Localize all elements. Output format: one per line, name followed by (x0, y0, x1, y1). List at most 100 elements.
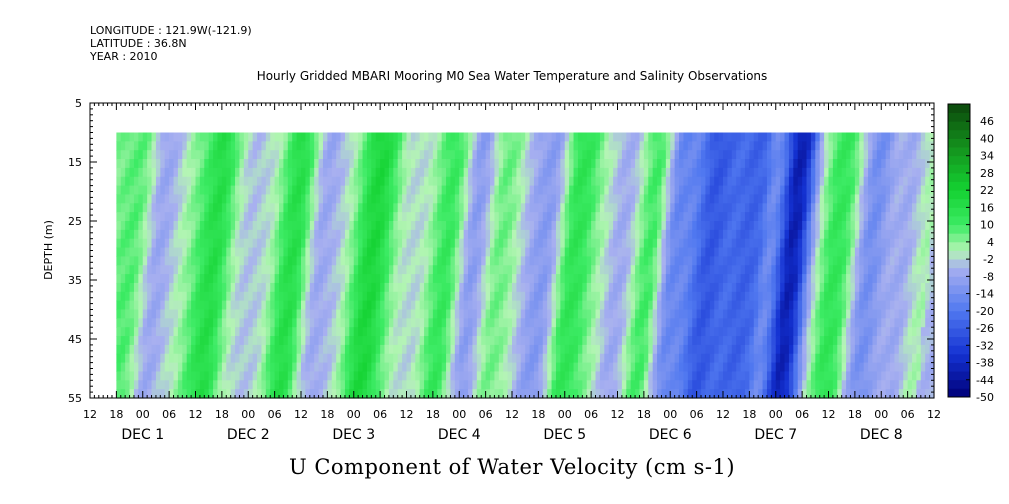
heatmap-cell (424, 247, 430, 257)
heatmap-cell (797, 344, 803, 355)
heatmap-cell (301, 291, 306, 302)
heatmap-cell (538, 353, 544, 364)
heatmap-cell (133, 344, 139, 355)
heatmap-cell (687, 389, 693, 399)
heatmap-cell (410, 194, 416, 204)
heatmap-cell (362, 167, 368, 178)
heatmap-cell (701, 221, 707, 231)
heatmap-cell (802, 176, 808, 187)
heatmap-cell (195, 327, 201, 337)
heatmap-cell (657, 132, 663, 142)
heatmap-cell (630, 229, 636, 240)
heatmap-cell (230, 238, 236, 249)
heatmap-cell (120, 291, 126, 302)
heatmap-cell (665, 167, 671, 178)
heatmap-cell (766, 336, 772, 346)
heatmap-cell (766, 344, 772, 355)
heatmap-cell (155, 247, 161, 257)
heatmap-cell (331, 229, 337, 240)
heatmap-cell (305, 380, 311, 390)
heatmap-cell (498, 247, 504, 257)
heatmap-cell (832, 344, 838, 355)
heatmap-cell (687, 212, 693, 222)
heatmap-cell (177, 212, 183, 222)
heatmap-cell (687, 247, 693, 257)
heatmap-cell (116, 141, 122, 151)
heatmap-cell (577, 229, 583, 240)
heatmap-cell (371, 203, 377, 213)
heatmap-cell (762, 291, 768, 302)
heatmap-cell (586, 141, 592, 151)
heatmap-cell (252, 256, 258, 266)
heatmap-cell (533, 167, 539, 178)
heatmap-cell (481, 212, 487, 222)
heatmap-cell (296, 203, 302, 213)
heatmap-cell (780, 150, 786, 160)
heatmap-cell (344, 362, 350, 373)
heatmap-cell (736, 336, 742, 346)
heatmap-cell (371, 380, 377, 390)
heatmap-cell (533, 185, 539, 196)
heatmap-cell (366, 247, 372, 257)
year-label: YEAR : 2010 (90, 50, 158, 63)
heatmap-cell (327, 274, 333, 284)
heatmap-cell (613, 141, 619, 151)
heatmap-cell (243, 247, 249, 257)
heatmap-cell (512, 336, 517, 346)
heatmap-cell (481, 221, 487, 231)
heatmap-cell (274, 159, 280, 169)
heatmap-cell (472, 265, 478, 275)
heatmap-cell (331, 238, 337, 249)
heatmap-cell (727, 141, 733, 151)
heatmap-cell (472, 282, 478, 293)
heatmap-cell (366, 256, 372, 266)
heatmap-cell (129, 282, 135, 293)
heatmap-cell (701, 203, 707, 213)
heatmap-cell (437, 371, 443, 381)
heatmap-cell (261, 256, 267, 266)
heatmap-cell (388, 344, 394, 355)
heatmap-cell (261, 344, 267, 355)
heatmap-cell (142, 282, 148, 293)
heatmap-cell (199, 167, 205, 178)
heatmap-cell (155, 274, 161, 284)
heatmap-cell (283, 185, 289, 196)
heatmap-cell (784, 265, 790, 275)
heatmap-cell (652, 203, 658, 213)
heatmap-cell (402, 327, 408, 337)
heatmap-cell (569, 150, 575, 160)
heatmap-cell (314, 274, 320, 284)
heatmap-cell (138, 256, 144, 266)
heatmap-cell (147, 159, 153, 169)
heatmap-cell (358, 132, 364, 142)
heatmap-cell (766, 256, 772, 266)
heatmap-cell (604, 327, 610, 337)
heatmap-cell (547, 167, 553, 178)
heatmap-cell (322, 221, 328, 231)
heatmap-cell (819, 185, 825, 196)
heatmap-cell (705, 371, 711, 381)
heatmap-cell (569, 300, 575, 311)
heatmap-cell (529, 380, 535, 390)
heatmap-cell (815, 300, 821, 311)
heatmap-cell (753, 318, 759, 328)
heatmap-cell (683, 221, 689, 231)
heatmap-cell (419, 256, 425, 266)
heatmap-cell (415, 274, 421, 284)
heatmap-cell (744, 212, 750, 222)
heatmap-cell (226, 159, 232, 169)
heatmap-cell (296, 212, 302, 222)
heatmap-cell (718, 167, 724, 178)
heatmap-cell (177, 132, 183, 142)
heatmap-cell (766, 238, 772, 249)
heatmap-cell (301, 238, 306, 249)
heatmap-cell (424, 141, 430, 151)
heatmap-cell (261, 141, 267, 151)
heatmap-cell (775, 318, 781, 328)
heatmap-cell (731, 247, 737, 257)
heatmap-cell (138, 344, 144, 355)
heatmap-cell (366, 327, 372, 337)
heatmap-cell (832, 185, 838, 196)
heatmap-cell (463, 185, 469, 196)
heatmap-cell (828, 176, 834, 187)
